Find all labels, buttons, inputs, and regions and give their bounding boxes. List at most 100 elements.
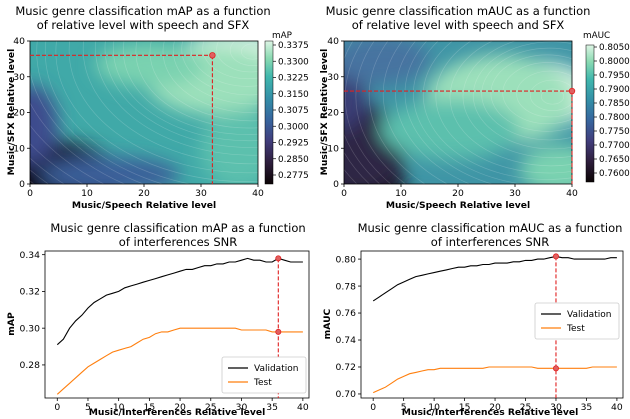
heatmap-map-surface bbox=[30, 41, 258, 184]
ytick-label: 0 bbox=[333, 179, 339, 190]
xtick-label: 5 bbox=[401, 402, 407, 413]
ytick-label: 40 bbox=[327, 36, 339, 47]
line-map-panel: Music genre classification mAP as a func… bbox=[6, 221, 310, 418]
colorbar-tick-label: 0.7850 bbox=[599, 99, 630, 109]
xtick-label: 0 bbox=[27, 188, 33, 199]
heatmap-map-panel: Music genre classification mAP as a func… bbox=[6, 4, 309, 211]
xtick-label: 20 bbox=[174, 402, 186, 413]
heatmap-mauc-optimum-point bbox=[568, 87, 576, 95]
xtick-label: 30 bbox=[509, 188, 521, 199]
line-mauc-legend-test: Test bbox=[566, 324, 585, 334]
line-mauc-legend-validation: Validation bbox=[567, 310, 611, 320]
ytick-label: 0.70 bbox=[336, 389, 357, 400]
heatmap-map-colorbar bbox=[264, 40, 274, 185]
xtick-label: 15 bbox=[144, 402, 156, 413]
optimum-point-test bbox=[275, 328, 282, 335]
ytick-label: 0.34 bbox=[20, 250, 41, 261]
colorbar-tick-label: 0.7650 bbox=[599, 155, 630, 165]
ytick-label: 0 bbox=[19, 179, 25, 190]
ytick-label: 0.74 bbox=[336, 335, 357, 346]
xtick-label: 40 bbox=[611, 402, 623, 413]
colorbar-tick-label: 0.7750 bbox=[599, 127, 630, 137]
line-map-legend: Validation Test bbox=[221, 356, 307, 394]
colorbar-tick-label: 0.8000 bbox=[599, 57, 630, 67]
colorbar-tick-label: 0.7800 bbox=[599, 113, 630, 123]
ytick-label: 0.80 bbox=[336, 254, 357, 265]
ytick-label: 0.76 bbox=[336, 308, 357, 319]
line-mauc-panel: Music genre classification mAUC as a fun… bbox=[322, 221, 624, 418]
colorbar-tick-label: 0.7950 bbox=[599, 71, 630, 81]
optimum-point-validation bbox=[552, 253, 559, 260]
optimum-point-validation bbox=[275, 255, 282, 262]
ytick-label: 0.72 bbox=[336, 362, 356, 373]
heatmap-map-title-line1: Music genre classification mAP as a func… bbox=[15, 4, 270, 18]
ytick-label: 0.32 bbox=[20, 287, 40, 298]
series-line-validation bbox=[372, 255, 617, 302]
line-mauc-title-line1: Music genre classification mAUC as a fun… bbox=[358, 221, 623, 235]
ytick-label: 10 bbox=[13, 143, 25, 154]
heatmap-map-title-line2: of relative level with speech and SFX bbox=[37, 18, 250, 32]
series-line-test bbox=[56, 327, 303, 395]
line-mauc-legend: Validation Test bbox=[534, 302, 620, 340]
line-mauc-ylabel: mAUC bbox=[322, 308, 333, 339]
ytick-label: 20 bbox=[13, 108, 25, 119]
xtick-label: 25 bbox=[520, 402, 532, 413]
line-map-ylabel: mAP bbox=[6, 312, 17, 336]
ytick-label: 40 bbox=[13, 36, 25, 47]
line-map-legend-test: Test bbox=[253, 378, 272, 388]
xtick-label: 30 bbox=[195, 188, 207, 199]
xtick-label: 20 bbox=[138, 188, 150, 199]
line-map-legend-validation: Validation bbox=[254, 364, 298, 374]
colorbar-tick-label: 0.2775 bbox=[278, 171, 309, 181]
xtick-label: 35 bbox=[266, 402, 278, 413]
ytick-label: 20 bbox=[327, 108, 339, 119]
series-line-test bbox=[372, 366, 617, 394]
colorbar-tick-label: 0.3150 bbox=[278, 90, 309, 100]
colorbar-tick-label: 0.3300 bbox=[278, 57, 309, 67]
heatmap-mauc-ylabel: Music/SFX Relative level bbox=[319, 49, 330, 176]
ytick-label: 0.30 bbox=[20, 323, 41, 334]
xtick-label: 15 bbox=[459, 402, 471, 413]
xtick-label: 40 bbox=[252, 188, 264, 199]
xtick-label: 0 bbox=[341, 188, 347, 199]
xtick-label: 10 bbox=[81, 188, 93, 199]
line-mauc-xlabel: Music/Interferences Relative level bbox=[402, 407, 578, 418]
heatmap-mauc-surface bbox=[344, 41, 572, 184]
colorbar-tick-label: 0.3000 bbox=[278, 122, 309, 132]
colorbar-tick-label: 0.2850 bbox=[278, 155, 309, 165]
ytick-label: 30 bbox=[13, 72, 25, 83]
line-map-title-line1: Music genre classification mAP as a func… bbox=[50, 221, 305, 235]
ytick-label: 10 bbox=[327, 143, 339, 154]
colorbar-tick-label: 0.3075 bbox=[278, 106, 309, 116]
line-map-xlabel: Music/Interferences Relative level bbox=[89, 407, 265, 418]
xtick-label: 30 bbox=[550, 402, 562, 413]
colorbar-tick-label: 0.7600 bbox=[599, 169, 630, 179]
heatmap-map-optimum-point bbox=[209, 52, 216, 59]
heatmap-map-xlabel: Music/Speech Relative level bbox=[72, 200, 216, 211]
colorbar-tick-label: 0.8050 bbox=[599, 43, 630, 53]
xtick-label: 10 bbox=[395, 188, 407, 199]
xtick-label: 20 bbox=[452, 188, 464, 199]
xtick-label: 10 bbox=[113, 402, 125, 413]
colorbar-tick-label: 0.7900 bbox=[599, 85, 630, 95]
colorbar-tick-label: 0.2925 bbox=[278, 139, 309, 149]
colorbar-tick-label: 0.3225 bbox=[278, 74, 309, 84]
xtick-label: 40 bbox=[566, 188, 578, 199]
heatmap-mauc-colorbar-label: mAUC bbox=[583, 31, 610, 41]
xtick-label: 0 bbox=[370, 402, 376, 413]
xtick-label: 40 bbox=[297, 402, 309, 413]
heatmap-mauc-colorbar bbox=[585, 44, 595, 183]
line-mauc-title-line2: of interferences SNR bbox=[431, 235, 549, 249]
ytick-label: 0.78 bbox=[336, 281, 357, 292]
heatmap-mauc-panel: Music genre classification mAUC as a fun… bbox=[319, 4, 630, 211]
xtick-label: 25 bbox=[205, 402, 217, 413]
colorbar-tick-label: 0.7700 bbox=[599, 141, 630, 151]
colorbar-tick-label: 0.3375 bbox=[278, 41, 309, 51]
heatmap-map-colorbar-label: mAP bbox=[272, 31, 292, 41]
xtick-label: 20 bbox=[489, 402, 501, 413]
xtick-label: 10 bbox=[428, 402, 440, 413]
ytick-label: 0.28 bbox=[20, 360, 41, 371]
ytick-label: 30 bbox=[327, 72, 339, 83]
xtick-label: 5 bbox=[85, 402, 91, 413]
